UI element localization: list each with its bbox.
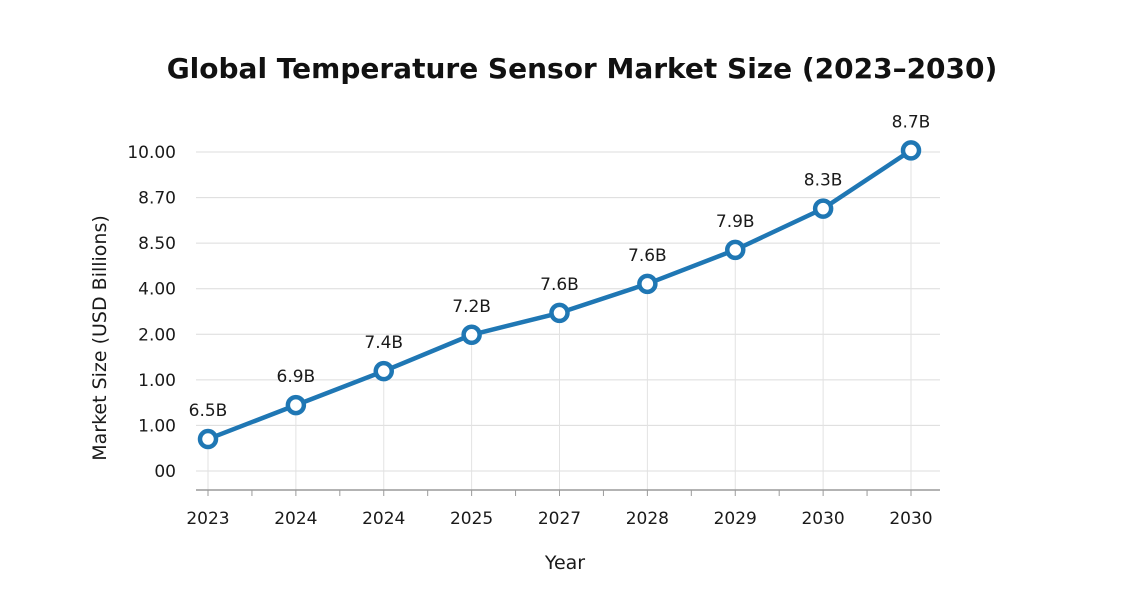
data-point — [900, 140, 922, 161]
x-tick-label: 2030 — [801, 509, 844, 529]
data-point — [725, 239, 746, 261]
y-tick-label: 00 — [154, 462, 176, 482]
axes — [196, 489, 940, 496]
y-tick-label: 4.00 — [138, 280, 176, 300]
x-tick-label: 2028 — [626, 509, 669, 529]
data-label: 7.6B — [540, 275, 579, 295]
data-point — [461, 324, 482, 346]
y-axis-title: Market Size (USD Billions) — [89, 215, 111, 461]
data-label: 8.7B — [892, 112, 931, 132]
y-tick-label: 1.00 — [138, 416, 176, 436]
x-tick-label: 2023 — [186, 509, 229, 529]
data-label: 8.3B — [804, 171, 843, 191]
data-point — [373, 360, 394, 382]
data-point — [197, 428, 219, 450]
chart-title: Global Temperature Sensor Market Size (2… — [167, 52, 998, 85]
series — [197, 140, 922, 450]
data-label: 6.9B — [277, 367, 316, 387]
y-tick-label: 1.00 — [138, 371, 176, 391]
data-label: 7.4B — [364, 333, 403, 353]
grid — [196, 150, 940, 490]
data-label: 7.2B — [452, 297, 491, 317]
x-axis-title: Year — [544, 552, 585, 574]
data-point — [637, 273, 658, 295]
data-label: 7.9B — [716, 212, 755, 232]
y-tick-label: 10.00 — [127, 143, 176, 163]
x-tick-label: 2024 — [362, 509, 405, 529]
y-tick-label: 8.50 — [138, 234, 176, 254]
data-labels: 6.5B 6.9B 7.4B 7.2B 7.6B 7.6B 7.9B 8.3B 8.7B — [189, 112, 931, 421]
data-label: 6.5B — [189, 401, 228, 421]
x-tick-label: 2027 — [538, 509, 581, 529]
y-tick-labels: 00 1.00 1.00 2.00 4.00 8.50 8.70 10.00 — [127, 143, 176, 482]
data-label: 7.6B — [628, 246, 667, 266]
data-point — [812, 198, 834, 219]
data-point — [285, 394, 307, 416]
x-tick-labels: 2023 2024 2024 2025 2027 2028 2029 2030 2030 — [186, 509, 932, 529]
x-tick-label: 2025 — [450, 509, 493, 529]
y-tick-label: 2.00 — [138, 325, 176, 345]
y-tick-label: 8.70 — [138, 189, 176, 209]
x-tick-label: 2030 — [889, 509, 932, 529]
data-point — [549, 302, 570, 324]
x-tick-label: 2024 — [274, 509, 317, 529]
x-tick-label: 2029 — [714, 509, 757, 529]
